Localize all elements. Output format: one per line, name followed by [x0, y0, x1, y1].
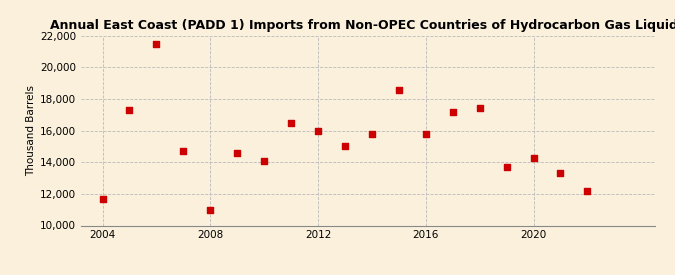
Point — [232, 150, 242, 155]
Point — [528, 155, 539, 160]
Point — [340, 144, 350, 148]
Title: Annual East Coast (PADD 1) Imports from Non-OPEC Countries of Hydrocarbon Gas Li: Annual East Coast (PADD 1) Imports from … — [50, 19, 675, 32]
Point — [555, 171, 566, 175]
Point — [286, 120, 296, 125]
Point — [259, 158, 269, 163]
Point — [502, 165, 512, 169]
Point — [421, 131, 431, 136]
Point — [475, 106, 485, 111]
Point — [313, 128, 323, 133]
Point — [151, 42, 162, 46]
Point — [97, 196, 108, 201]
Y-axis label: Thousand Barrels: Thousand Barrels — [26, 85, 36, 176]
Point — [205, 207, 216, 212]
Point — [124, 108, 135, 112]
Point — [448, 109, 458, 114]
Point — [367, 131, 377, 136]
Point — [178, 149, 189, 153]
Point — [394, 87, 404, 92]
Point — [582, 189, 593, 193]
